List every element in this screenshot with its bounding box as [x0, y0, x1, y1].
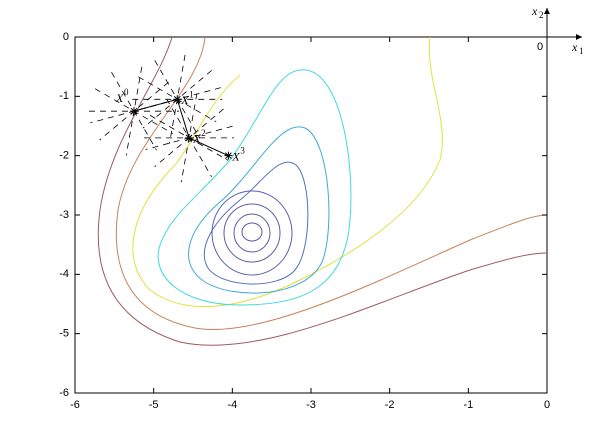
corner-y-sub: 2 — [539, 10, 544, 20]
corner-y-label: x — [531, 4, 538, 18]
y-tick-label: -6 — [59, 387, 69, 399]
x-tick-label: -1 — [463, 399, 473, 411]
point-marker — [224, 151, 233, 160]
corner-origin: 0 — [537, 41, 543, 53]
search-path — [133, 98, 229, 157]
y-tick-label: -5 — [59, 328, 69, 340]
contours — [97, 36, 548, 346]
y-tick-label: -3 — [59, 209, 69, 221]
point-marker — [185, 133, 194, 142]
contour-line — [97, 36, 548, 346]
y-tick-label: -4 — [59, 268, 69, 280]
point-label-sup: 2 — [201, 128, 206, 138]
plot-frame — [74, 36, 548, 394]
corner-x-label: x — [571, 40, 578, 54]
contour-line — [241, 222, 263, 242]
x-tick-label: -2 — [385, 399, 395, 411]
point-label-sup: 0 — [124, 87, 129, 97]
point-label-sup: 1 — [189, 89, 194, 99]
y-tick-label: -1 — [59, 90, 69, 102]
point-label-sup: 3 — [240, 146, 245, 156]
x-tick-label: 0 — [544, 399, 550, 411]
point-marker — [130, 107, 138, 116]
point-label: X — [180, 93, 189, 107]
contour-line — [233, 213, 271, 253]
arrow-head — [576, 34, 582, 40]
contour-line — [188, 126, 330, 294]
contour-line — [203, 161, 309, 285]
corner-x-sub: 1 — [579, 46, 584, 56]
x-tick-label: -6 — [70, 399, 80, 411]
point-marker — [173, 95, 182, 104]
corner-axes: x 1 x 2 0 — [531, 4, 584, 56]
contour-line — [223, 203, 281, 263]
x-tick-label: -5 — [149, 399, 159, 411]
contour-line — [211, 190, 293, 276]
contour-line — [157, 69, 352, 306]
point-label: X — [115, 91, 124, 105]
arrow-head — [544, 8, 550, 14]
contour-line — [115, 36, 548, 330]
x-tick-label: -4 — [227, 399, 237, 411]
point-label: X — [231, 149, 240, 163]
x-tick-label: -3 — [306, 399, 316, 411]
y-tick-label: 0 — [63, 31, 69, 43]
contour-line — [132, 36, 443, 308]
y-tick-label: -2 — [59, 150, 69, 162]
point-label: X — [192, 132, 201, 146]
